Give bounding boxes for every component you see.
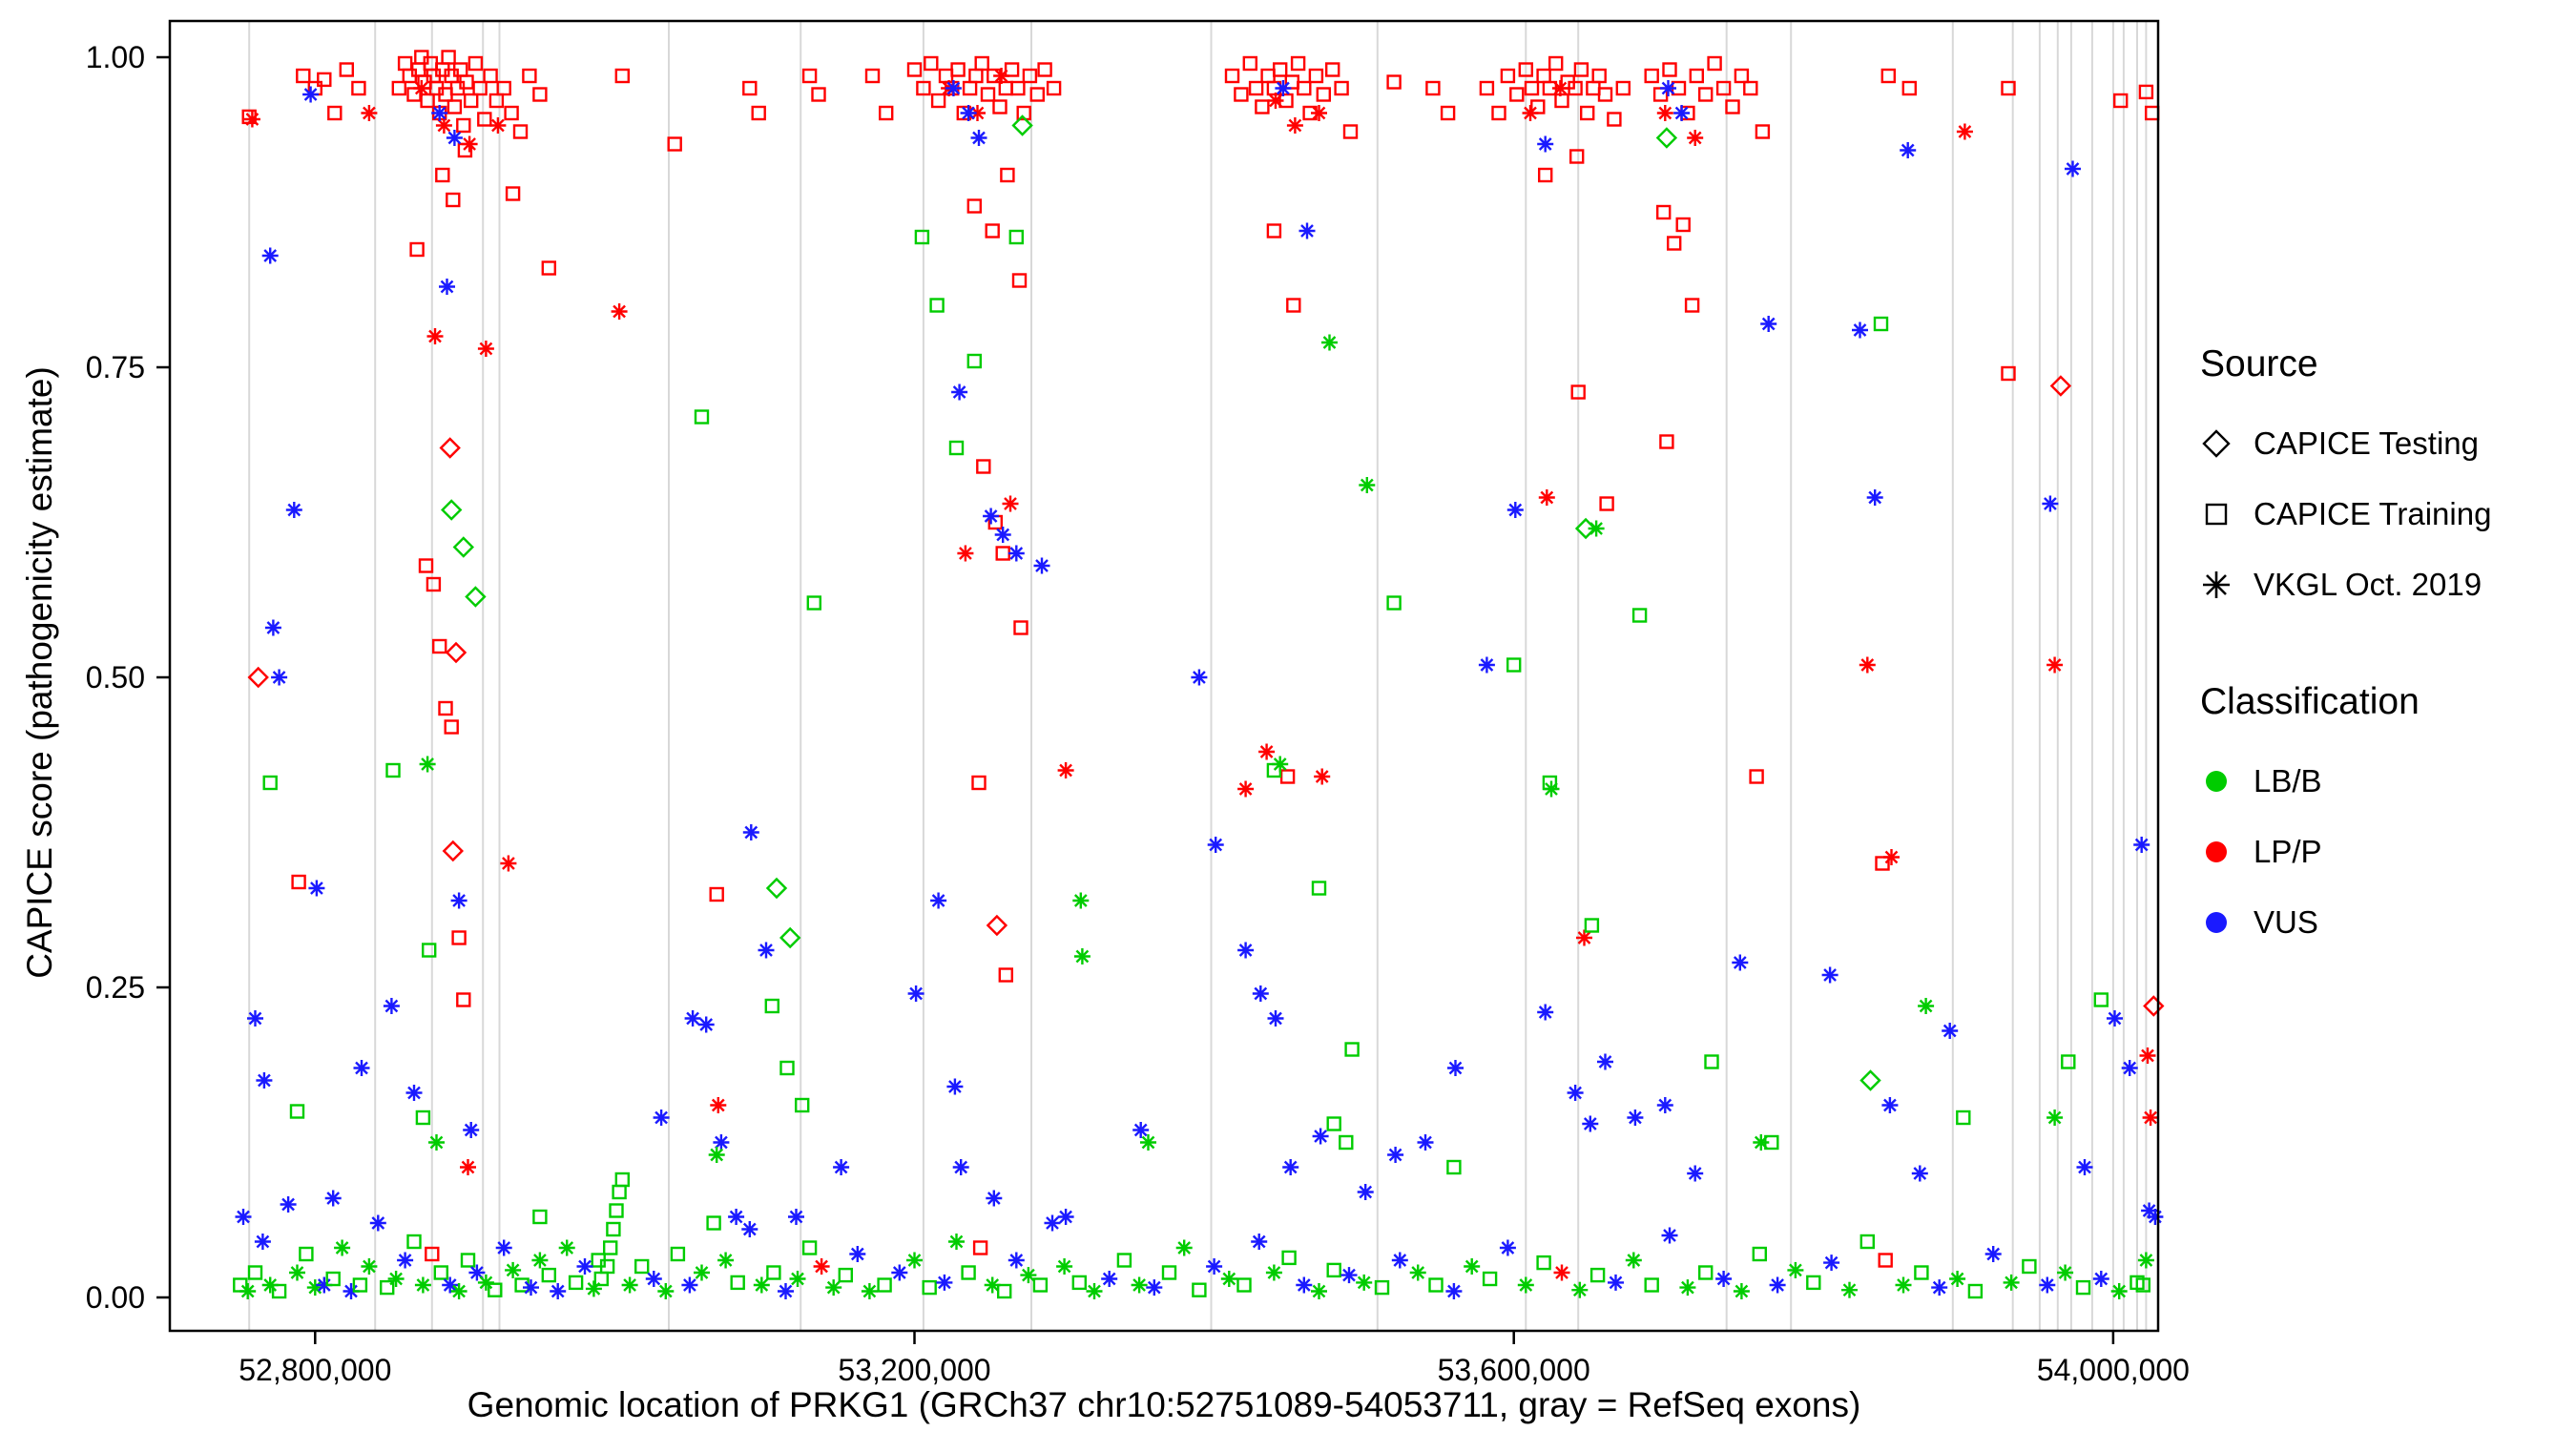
legend-source-title: Source <box>2200 343 2318 384</box>
legend-item-label: VKGL Oct. 2019 <box>2254 567 2483 602</box>
legend-item-label: CAPICE Testing <box>2254 425 2479 461</box>
data-points <box>233 50 2165 1299</box>
legend-item-label: CAPICE Training <box>2254 496 2492 531</box>
panel-border <box>168 19 2160 1333</box>
svg-text:0.25: 0.25 <box>86 970 145 1005</box>
legend-item-capice-training: CAPICE Training <box>2200 479 2572 550</box>
legend: Source CAPICE Testing CAPICE Training <box>2200 343 2572 958</box>
x-axis-title: Genomic location of PRKG1 (GRCh37 chr10:… <box>467 1385 1861 1424</box>
svg-text:53,200,000: 53,200,000 <box>838 1353 990 1387</box>
square-icon <box>2205 503 2228 526</box>
legend-item-lpp: LP/P <box>2200 817 2572 887</box>
legend-item-lbb: LB/B <box>2200 746 2572 817</box>
blue-dot-icon <box>2206 912 2227 933</box>
legend-item-vus: VUS <box>2200 887 2572 958</box>
asterisk-icon <box>2203 571 2230 598</box>
svg-text:0.75: 0.75 <box>86 350 145 384</box>
svg-text:52,800,000: 52,800,000 <box>239 1353 391 1387</box>
legend-classification-title: Classification <box>2200 681 2420 722</box>
legend-item-label: VUS <box>2254 904 2318 940</box>
svg-text:0.50: 0.50 <box>86 660 145 695</box>
legend-item-label: LP/P <box>2254 834 2322 869</box>
svg-text:1.00: 1.00 <box>86 40 145 74</box>
legend-item-capice-testing: CAPICE Testing <box>2200 408 2572 479</box>
svg-text:54,000,000: 54,000,000 <box>2037 1353 2190 1387</box>
exon-gridlines <box>248 21 2148 1331</box>
green-dot-icon <box>2206 771 2227 792</box>
legend-item-vkgl: VKGL Oct. 2019 <box>2200 550 2572 620</box>
y-axis-title: CAPICE score (pathogenicity estimate) <box>20 366 59 979</box>
red-dot-icon <box>2206 841 2227 862</box>
legend-item-label: LB/B <box>2254 763 2322 798</box>
axis-ticks: 52,800,000 53,200,000 53,600,000 54,000,000… <box>86 40 2190 1387</box>
diamond-icon <box>2202 429 2231 458</box>
svg-text:53,600,000: 53,600,000 <box>1438 1353 1590 1387</box>
svg-text:0.00: 0.00 <box>86 1280 145 1315</box>
